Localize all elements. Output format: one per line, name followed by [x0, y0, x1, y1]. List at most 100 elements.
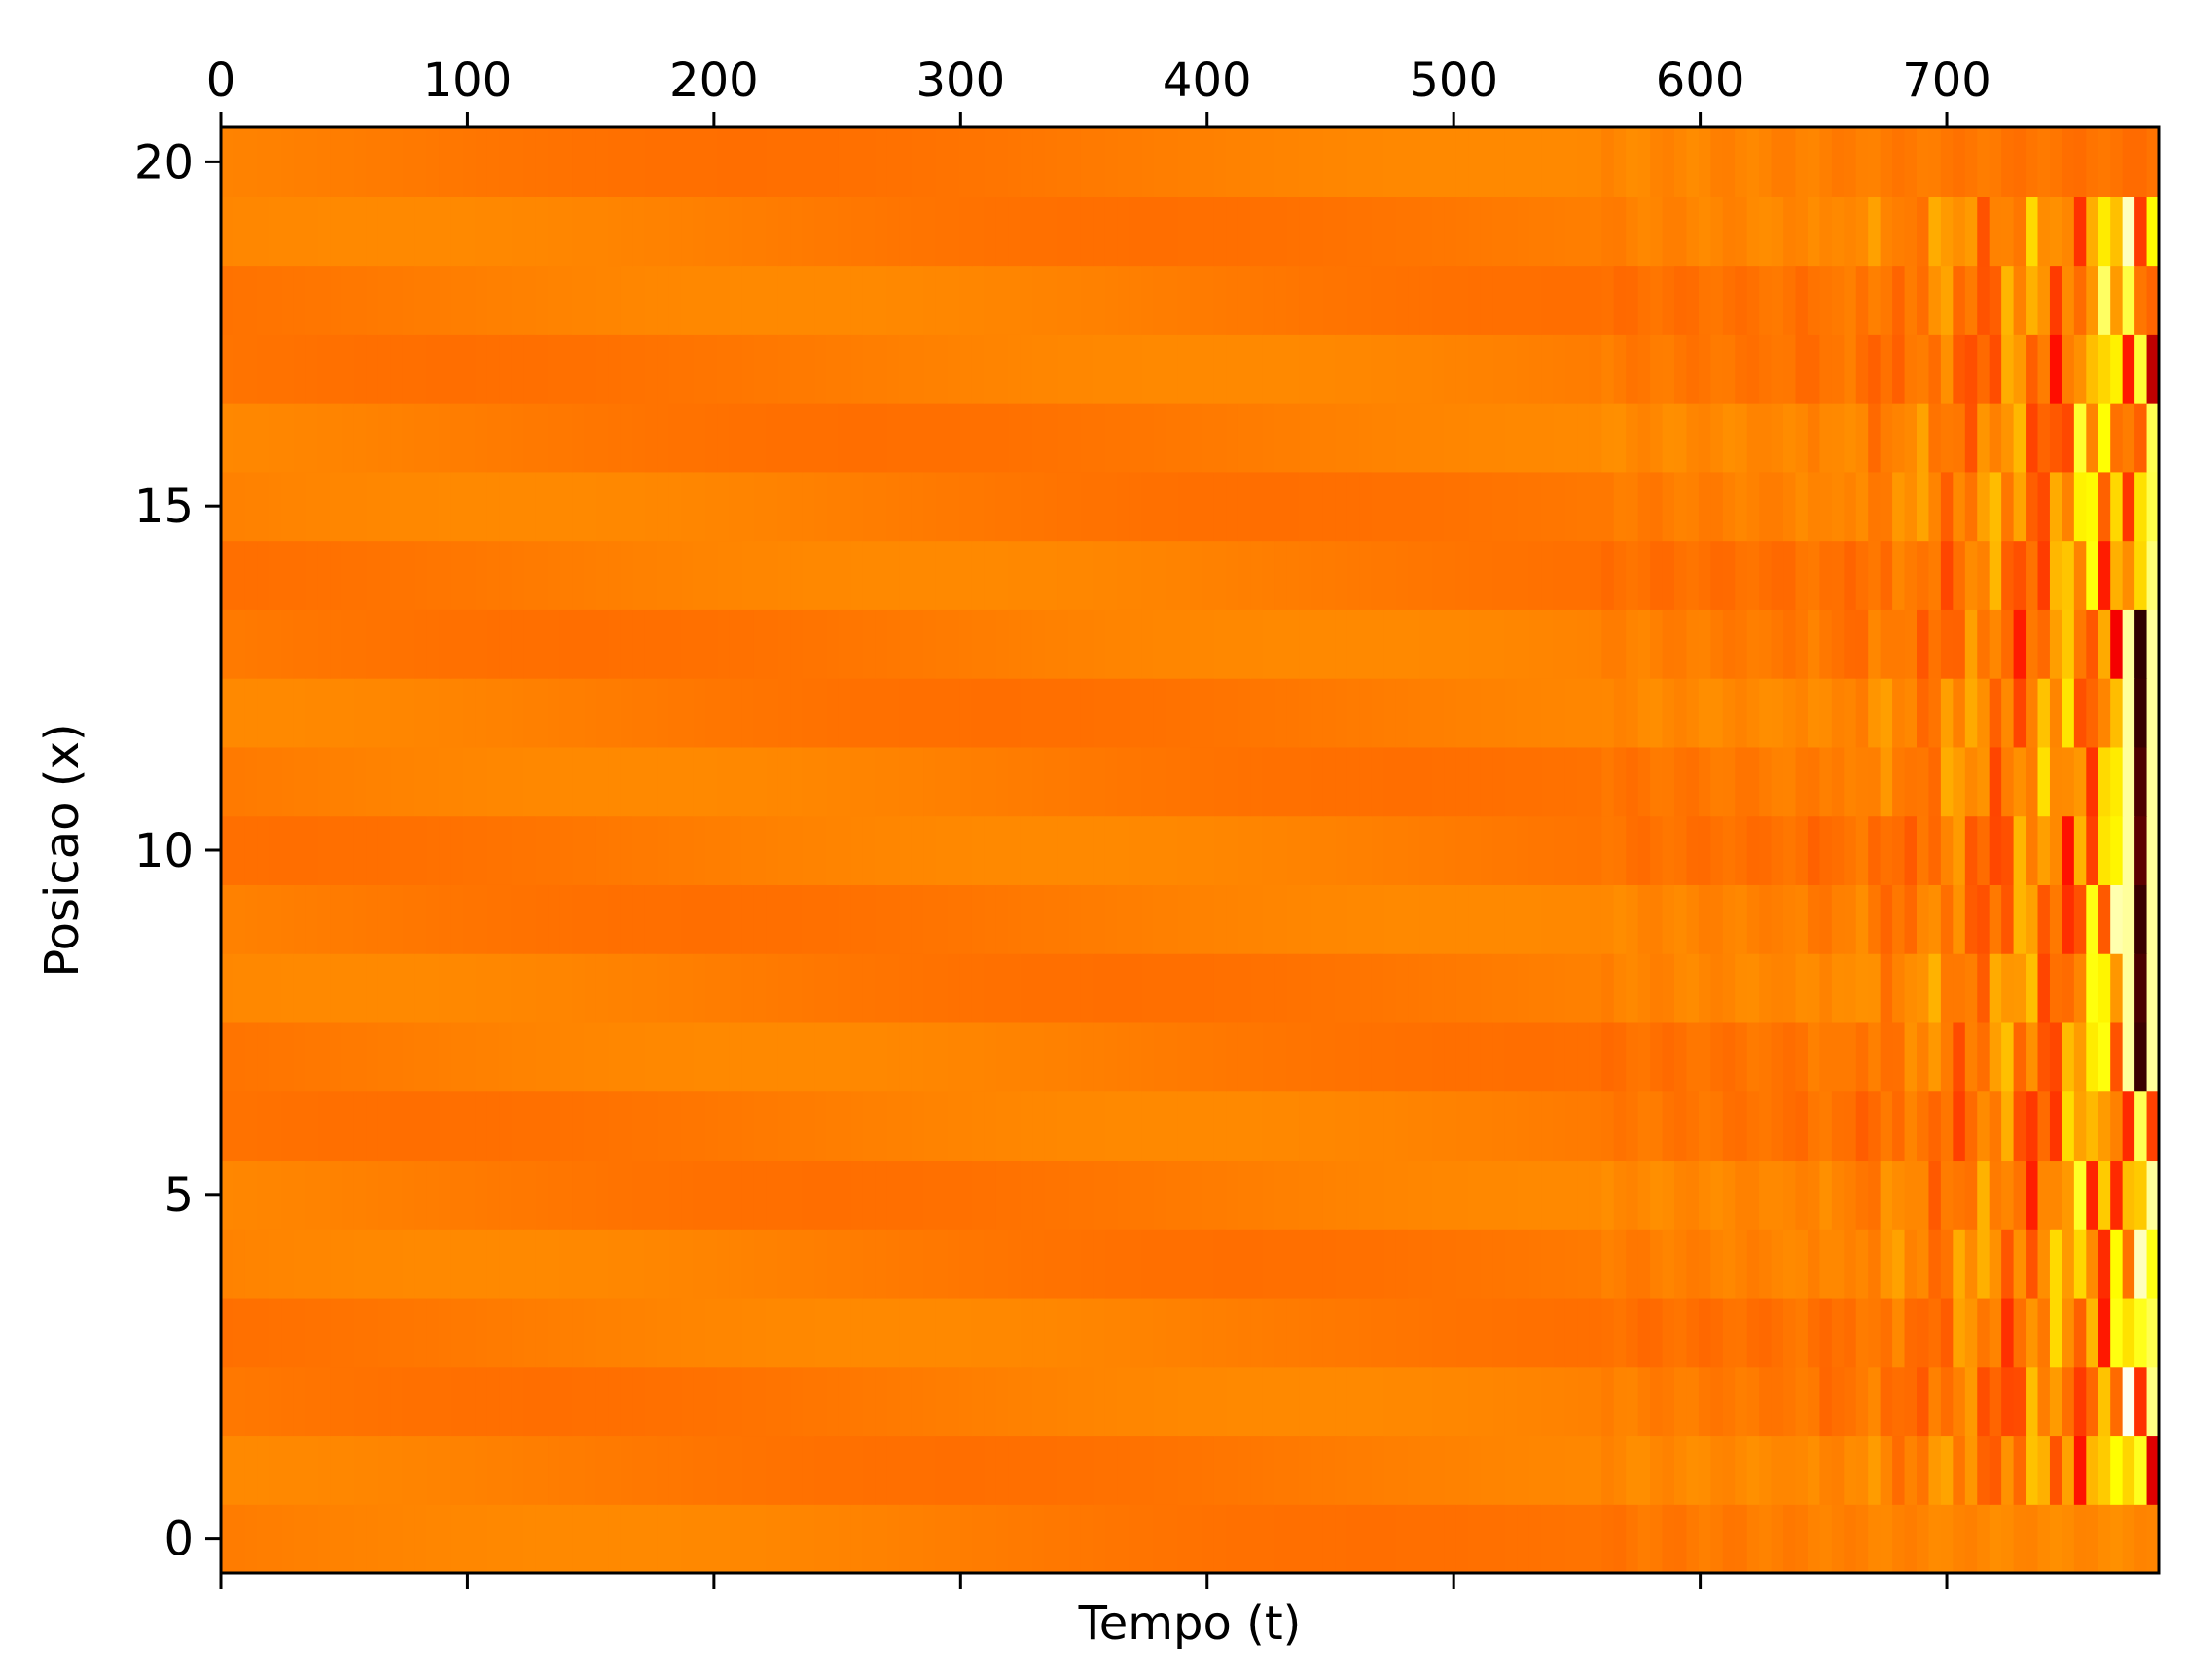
heatmap-cell: [1529, 1367, 1542, 1436]
heatmap-cell: [827, 1160, 840, 1229]
heatmap-cell: [1347, 1160, 1360, 1229]
heatmap-cell: [1347, 1435, 1360, 1504]
heatmap-cell: [839, 609, 851, 678]
heatmap-cell: [850, 884, 863, 953]
heatmap-cell: [1710, 1435, 1723, 1504]
heatmap-cell: [1735, 1091, 1747, 1161]
heatmap-cell: [269, 1091, 282, 1161]
heatmap-cell: [1202, 884, 1214, 953]
heatmap-cell: [1468, 403, 1481, 472]
heatmap-cell: [257, 1367, 269, 1436]
heatmap-cell: [1783, 1298, 1796, 1367]
heatmap-cell: [850, 1160, 863, 1229]
heatmap-cell: [1977, 678, 1990, 747]
heatmap-cell: [1990, 1229, 2002, 1298]
heatmap-cell: [1081, 678, 1094, 747]
heatmap-cell: [1905, 884, 1918, 953]
heatmap-cell: [1541, 1504, 1554, 1573]
heatmap-cell: [2134, 609, 2147, 678]
heatmap-cell: [281, 747, 294, 816]
heatmap-cell: [1699, 1229, 1711, 1298]
heatmap-cell: [694, 1504, 706, 1573]
heatmap-cell: [463, 1435, 476, 1504]
heatmap-cell: [414, 747, 427, 816]
heatmap-cell: [366, 747, 378, 816]
heatmap-cell: [245, 266, 258, 335]
heatmap-cell: [912, 127, 924, 197]
heatmap-cell: [1263, 1435, 1275, 1504]
heatmap-cell: [512, 1298, 524, 1367]
heatmap-cell: [487, 197, 500, 266]
heatmap-cell: [1772, 197, 1784, 266]
heatmap-cell: [1529, 266, 1542, 335]
heatmap-cell: [1819, 1298, 1832, 1367]
heatmap-cell: [1735, 816, 1747, 885]
heatmap-cell: [984, 953, 996, 1022]
heatmap-cell: [2014, 266, 2027, 335]
heatmap-cell: [1372, 472, 1384, 541]
heatmap-cell: [1819, 197, 1832, 266]
heatmap-cell: [1941, 541, 1954, 610]
heatmap-cell: [1686, 1298, 1699, 1367]
heatmap-cell: [1614, 1435, 1627, 1504]
heatmap-cell: [1965, 1504, 1978, 1573]
heatmap-cell: [1796, 472, 1809, 541]
heatmap-cell: [427, 1022, 440, 1091]
heatmap-cell: [2038, 1367, 2051, 1436]
heatmap-cell: [475, 1160, 487, 1229]
heatmap-cell: [1432, 1298, 1445, 1367]
heatmap-cell: [839, 541, 851, 610]
heatmap-cell: [1819, 266, 1832, 335]
heatmap-cell: [414, 1022, 427, 1091]
heatmap-cell: [1626, 609, 1638, 678]
heatmap-cell: [305, 197, 318, 266]
heatmap-cell: [1601, 1367, 1614, 1436]
heatmap-cell: [1032, 334, 1045, 403]
heatmap-cell: [694, 403, 706, 472]
heatmap-cell: [1250, 1298, 1263, 1367]
heatmap-cell: [1844, 1298, 1856, 1367]
heatmap-cell: [475, 541, 487, 610]
heatmap-cell: [1953, 1091, 1965, 1161]
heatmap-cell: [1844, 747, 1856, 816]
heatmap-cell: [1892, 127, 1905, 197]
heatmap-cell: [414, 678, 427, 747]
heatmap-cell: [1990, 1022, 2002, 1091]
heatmap-cell: [1420, 1367, 1433, 1436]
heatmap-cell: [972, 403, 985, 472]
heatmap-cell: [2134, 541, 2147, 610]
heatmap-cell: [2074, 1229, 2087, 1298]
heatmap-cell: [414, 1229, 427, 1298]
heatmap-cell: [572, 1091, 585, 1161]
heatmap-cell: [1178, 472, 1191, 541]
heatmap-cell: [803, 747, 815, 816]
heatmap-cell: [1953, 541, 1965, 610]
heatmap-cell: [1069, 541, 1082, 610]
heatmap-cell: [657, 266, 669, 335]
heatmap-cell: [1311, 541, 1324, 610]
heatmap-cell: [621, 1367, 633, 1436]
heatmap-cell: [863, 747, 876, 816]
heatmap-cell: [1990, 816, 2002, 885]
heatmap-cell: [1069, 127, 1082, 197]
heatmap-cell: [427, 197, 440, 266]
heatmap-cell: [681, 953, 694, 1022]
heatmap-cell: [354, 1229, 367, 1298]
heatmap-cell: [1383, 678, 1396, 747]
heatmap-cell: [439, 953, 451, 1022]
heatmap-cell: [1299, 1091, 1311, 1161]
heatmap-cell: [536, 1229, 549, 1298]
heatmap-cell: [548, 1160, 560, 1229]
heatmap-cell: [1529, 472, 1542, 541]
heatmap-cell: [790, 266, 803, 335]
heatmap-cell: [1287, 403, 1300, 472]
heatmap-cell: [1917, 266, 1929, 335]
heatmap-cell: [1141, 1435, 1154, 1504]
heatmap-cell: [1663, 953, 1675, 1022]
heatmap-cell: [972, 1504, 985, 1573]
heatmap-cell: [1686, 1022, 1699, 1091]
heatmap-cell: [1335, 472, 1347, 541]
heatmap-cell: [1505, 953, 1518, 1022]
heatmap-cell: [1250, 1435, 1263, 1504]
heatmap-cell: [1541, 816, 1554, 885]
